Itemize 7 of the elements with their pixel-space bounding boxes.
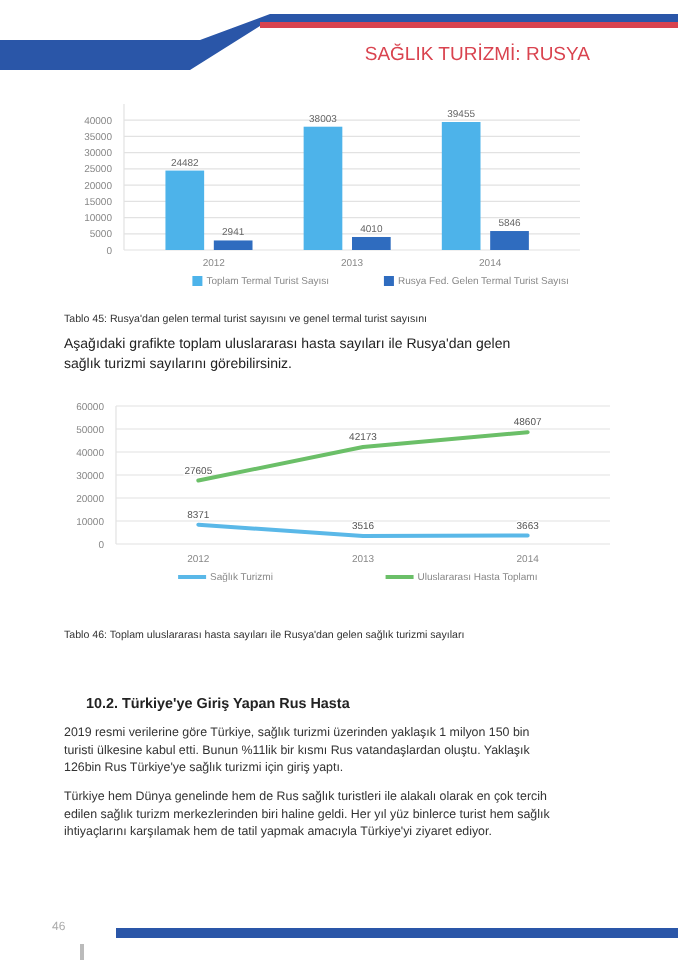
bar [303, 126, 343, 250]
text: SAĞLIK TURİZMİ: RUSYA [364, 42, 592, 66]
bar [213, 240, 253, 250]
bar [441, 121, 481, 250]
bar [490, 231, 529, 250]
bar [352, 236, 391, 250]
bar [165, 170, 205, 250]
